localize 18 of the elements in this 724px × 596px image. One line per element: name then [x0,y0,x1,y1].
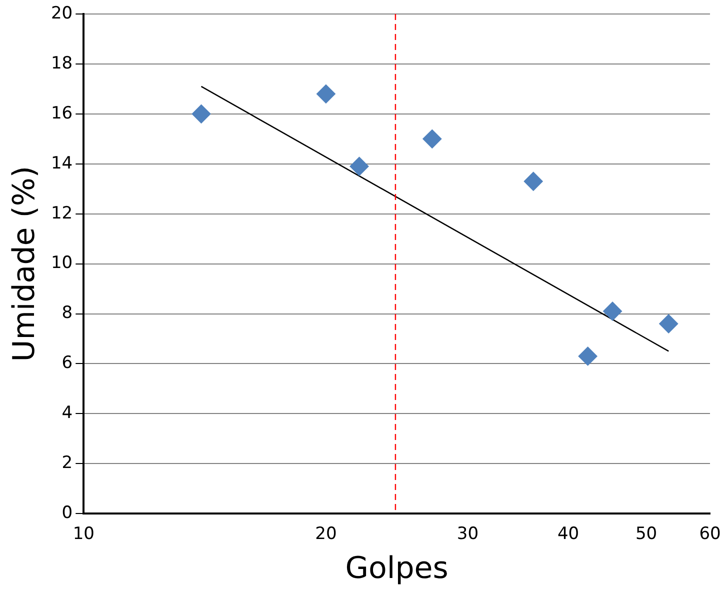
y-tick-label: 20 [50,3,73,24]
x-tick-label: 20 [315,524,337,544]
x-axis-title: Golpes [345,550,448,586]
y-tick-label: 12 [50,203,73,224]
y-tick-label: 0 [62,503,73,524]
x-tick-label: 40 [557,524,580,544]
x-tick-label: 30 [456,524,479,544]
y-tick-label: 10 [50,253,73,274]
y-tick-label: 18 [50,53,73,74]
x-tick-label: 60 [699,524,721,544]
y-tick-label: 14 [50,153,73,174]
x-tick-label: 50 [635,524,658,544]
y-axis-title: Umidade (%) [6,166,42,362]
y-tick-label: 4 [62,403,73,424]
y-tick-label: 8 [62,303,73,324]
y-tick-label: 6 [62,353,73,374]
y-tick-label: 2 [62,453,73,474]
y-tick-label: 16 [50,103,73,124]
